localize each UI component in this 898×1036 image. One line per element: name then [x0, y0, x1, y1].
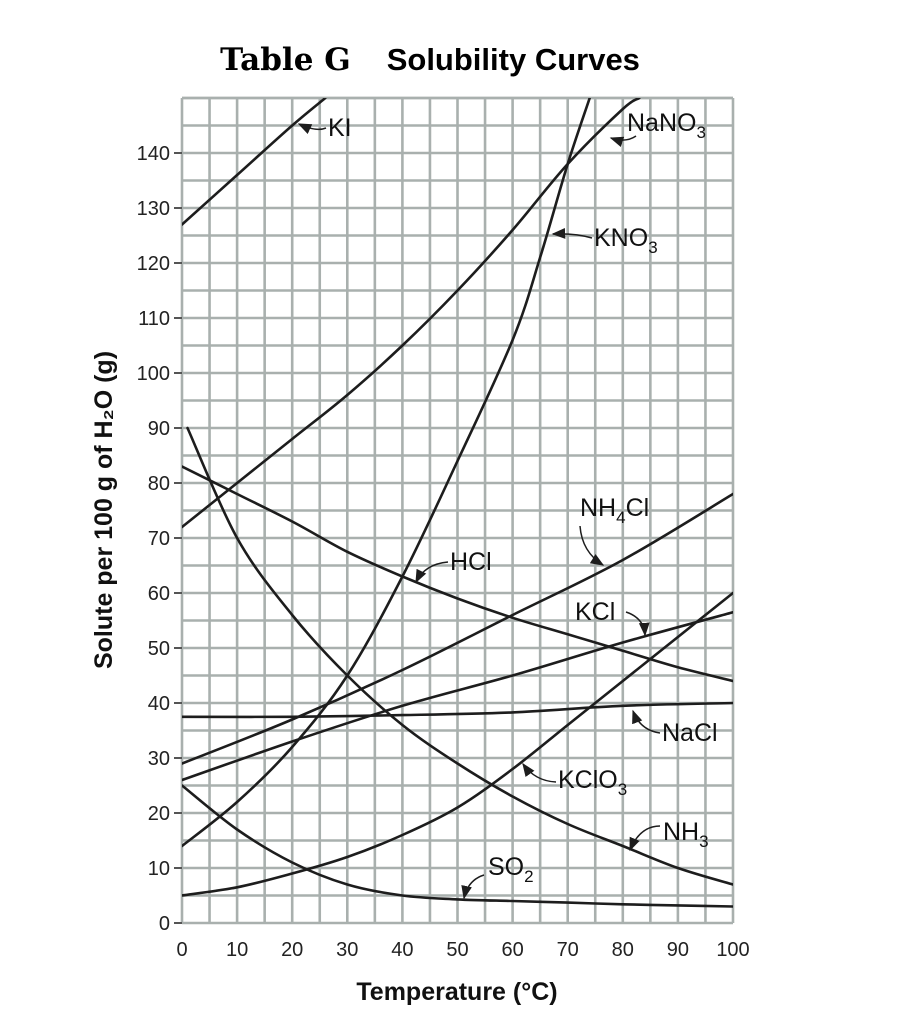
x-tick-label: 40 — [391, 939, 413, 961]
y-tick-label: 20 — [148, 803, 170, 825]
label-ki: KI — [328, 114, 352, 142]
arrow-kcl — [625, 611, 650, 637]
x-axis-title: Temperature (°C) — [356, 978, 557, 1006]
y-tick-label: 0 — [159, 913, 170, 935]
arrow-kclo3 — [522, 762, 557, 783]
y-tick-label: 60 — [148, 583, 170, 605]
curve-so2 — [182, 784, 733, 908]
curves — [182, 98, 733, 908]
curve-ki — [182, 98, 327, 226]
curve-hcl — [182, 465, 733, 683]
label-nano3: NaNO3 — [627, 109, 706, 142]
y-tick-label: 120 — [137, 253, 170, 275]
y-axis-title: Solute per 100 g of H₂O (g) — [90, 351, 118, 669]
x-tick-label: 70 — [557, 939, 579, 961]
arrow-kno3 — [551, 228, 593, 239]
curve-nh3 — [186, 426, 733, 886]
label-kclo3: KClO3 — [558, 766, 627, 799]
x-tick-label: 50 — [446, 939, 468, 961]
y-tick-label: 110 — [138, 308, 170, 330]
arrow-ki — [297, 123, 327, 135]
arrow-nh4cl — [579, 525, 605, 566]
curve-nacl — [182, 701, 733, 719]
x-tick-label: 60 — [501, 939, 523, 961]
arrow-nacl — [632, 709, 661, 734]
arrow-nano3 — [609, 135, 637, 147]
y-tick-label: 40 — [148, 693, 170, 715]
y-tick-label: 10 — [148, 858, 170, 880]
y-tick-label: 70 — [148, 528, 170, 550]
curve-nano3 — [182, 98, 641, 529]
label-arrows — [297, 123, 661, 900]
curve-kclo3 — [182, 591, 733, 897]
chart-title-subtitle: Solubility Curves — [387, 42, 640, 77]
grid — [180, 96, 735, 925]
x-tick-label: 30 — [336, 939, 358, 961]
arrow-nh3 — [629, 825, 661, 852]
x-tick-label: 10 — [226, 939, 248, 961]
y-tick-label: 80 — [148, 473, 170, 495]
label-hcl: HCl — [450, 548, 492, 576]
x-tick-label: 100 — [716, 939, 749, 961]
label-nh3: NH3 — [663, 818, 709, 851]
y-tick-label: 100 — [137, 363, 170, 385]
curve-labels: KI NaNO3 KNO3 NH4Cl HCl KCl NaCl KClO3 NH3 SO2 — [328, 109, 718, 886]
y-tick-label: 50 — [148, 638, 170, 660]
arrow-hcl — [415, 561, 449, 584]
curve-kno3 — [182, 98, 591, 848]
arrow-so2 — [461, 874, 485, 900]
label-kno3: KNO3 — [594, 224, 658, 257]
y-tick-label: 90 — [148, 418, 170, 440]
label-nh4cl: NH4Cl — [580, 494, 649, 527]
x-tick-label: 90 — [667, 939, 689, 961]
chart-title: Table G Solubility Curves — [220, 42, 640, 78]
x-tick-label: 0 — [176, 939, 187, 961]
y-tick-label: 30 — [148, 748, 170, 770]
chart-title-table: Table G — [220, 42, 351, 78]
x-tick-label: 80 — [612, 939, 634, 961]
label-kcl: KCl — [575, 598, 615, 626]
y-tick-label: 130 — [137, 198, 170, 220]
x-tick-label: 20 — [281, 939, 303, 961]
tick-labels: 0 10 20 30 40 50 60 70 80 90 100 0 10 20 30 40 50 60 70 80 9… — [137, 143, 750, 961]
curve-kcl — [182, 611, 733, 782]
label-nacl: NaCl — [662, 719, 718, 747]
y-tick-label: 140 — [137, 143, 170, 165]
label-so2: SO2 — [488, 853, 534, 886]
curve-nh4cl — [182, 492, 733, 765]
